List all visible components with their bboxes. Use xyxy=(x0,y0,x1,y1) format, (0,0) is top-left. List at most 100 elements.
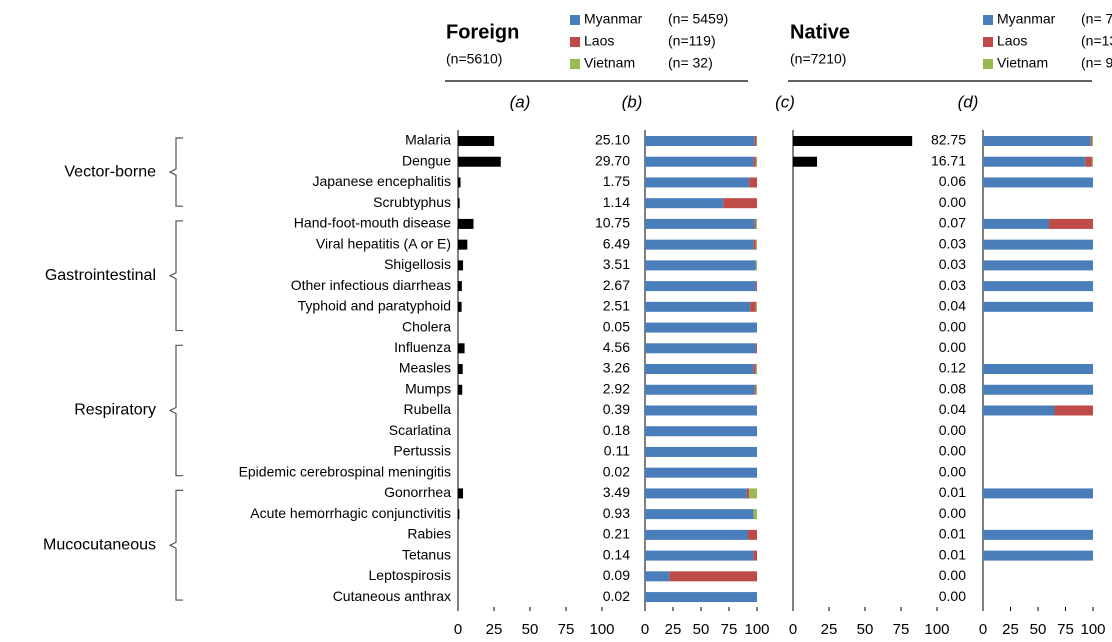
population-title: Native xyxy=(790,21,850,43)
bar-segment xyxy=(753,364,756,375)
bar-segment xyxy=(645,177,750,188)
bar xyxy=(458,343,465,354)
x-tick-label: 75 xyxy=(721,621,738,638)
category-label: Measles xyxy=(399,360,451,376)
bar-segment xyxy=(1085,156,1092,167)
x-tick-label: 100 xyxy=(924,621,949,638)
x-tick-label: 0 xyxy=(789,621,797,638)
category-label: Cutaneous anthrax xyxy=(333,588,451,604)
bar-segment xyxy=(983,281,1093,292)
bar xyxy=(458,405,459,416)
x-tick-label: 75 xyxy=(893,621,910,638)
panel-label: (d) xyxy=(958,92,979,111)
group-bracket xyxy=(168,220,183,332)
category-label: Malaria xyxy=(405,132,451,148)
category-label: Leptospirosis xyxy=(369,567,452,583)
value-label: 0.21 xyxy=(603,526,630,542)
category-label: Acute hemorrhagic conjunctivitis xyxy=(250,505,451,521)
bar-segment xyxy=(755,260,757,271)
bar-segment xyxy=(645,571,670,582)
bar xyxy=(458,198,460,209)
category-label: Rabies xyxy=(407,526,451,542)
legend-swatch xyxy=(570,59,580,69)
group-bracket xyxy=(168,489,183,601)
bar-segment xyxy=(753,239,756,250)
value-label: 0.14 xyxy=(603,546,630,562)
bar-segment xyxy=(645,260,756,271)
bar-segment xyxy=(983,260,1093,271)
category-label: Viral hepatitis (A or E) xyxy=(316,235,451,251)
x-tick-label: 25 xyxy=(821,621,838,638)
value-label: 10.75 xyxy=(595,215,630,231)
panel-label: (b) xyxy=(622,92,643,111)
category-label: Cholera xyxy=(402,318,451,334)
category-label: Other infectious diarrheas xyxy=(291,277,451,293)
value-label: 0.07 xyxy=(939,215,966,231)
legend-swatch xyxy=(983,15,993,25)
legend-swatch xyxy=(570,15,580,25)
bar-segment xyxy=(645,218,755,229)
bar-segment xyxy=(753,156,756,167)
category-label: Hand-foot-mouth disease xyxy=(294,215,451,231)
bar-segment xyxy=(669,571,757,582)
bar xyxy=(458,218,474,229)
x-tick-label: 50 xyxy=(693,621,710,638)
value-label: 82.75 xyxy=(931,132,966,148)
x-tick-label: 75 xyxy=(558,621,575,638)
legend-count: (n= 5459) xyxy=(668,11,728,27)
value-label: 3.26 xyxy=(603,360,630,376)
value-label: 0.00 xyxy=(939,463,966,479)
legend-label: Laos xyxy=(584,33,614,49)
population-title: Foreign xyxy=(446,21,519,43)
value-label: 0.39 xyxy=(603,401,630,417)
legend-label: Vietnam xyxy=(584,55,635,71)
x-tick-label: 75 xyxy=(1057,621,1074,638)
bar-segment xyxy=(755,239,757,250)
x-tick-label: 25 xyxy=(665,621,682,638)
group-bracket xyxy=(168,344,183,477)
value-label: 0.12 xyxy=(939,360,966,376)
value-label: 1.75 xyxy=(603,173,630,189)
category-label: Scarlatina xyxy=(389,422,451,438)
bar-segment xyxy=(1091,136,1093,146)
category-label: Rubella xyxy=(404,401,452,417)
legend-count: (n= 32) xyxy=(668,55,713,71)
bar-segment xyxy=(983,239,1093,250)
x-tick-label: 0 xyxy=(979,621,987,638)
bar-segment xyxy=(983,301,1093,312)
bar-segment xyxy=(983,550,1093,561)
bar-segment xyxy=(983,405,1055,416)
bar-segment xyxy=(983,156,1086,167)
category-label: Dengue xyxy=(402,152,451,168)
value-label: 1.14 xyxy=(603,194,630,210)
category-label: Scrubtyphus xyxy=(373,194,451,210)
value-label: 0.00 xyxy=(939,194,966,210)
category-label: Epidemic cerebrospinal meningitis xyxy=(239,463,451,479)
legend-swatch xyxy=(570,37,580,47)
value-label: 0.18 xyxy=(603,422,630,438)
legend-count: (n=139) xyxy=(1081,33,1112,49)
bar xyxy=(793,156,818,167)
x-tick-label: 25 xyxy=(486,621,503,638)
value-label: 0.03 xyxy=(939,235,966,251)
bar-segment xyxy=(748,529,757,540)
value-label: 0.02 xyxy=(603,588,630,604)
bar-segment xyxy=(645,529,749,540)
group-bracket xyxy=(168,137,183,207)
category-label: Influenza xyxy=(394,339,451,355)
value-label: 0.00 xyxy=(939,318,966,334)
bar xyxy=(458,488,464,499)
value-label: 0.00 xyxy=(939,443,966,459)
value-label: 0.04 xyxy=(939,298,966,314)
bar-segment xyxy=(754,218,756,229)
bar-segment xyxy=(645,509,754,520)
bar xyxy=(458,364,463,375)
x-tick-label: 50 xyxy=(857,621,874,638)
value-label: 0.11 xyxy=(604,443,630,459)
value-label: 0.03 xyxy=(939,277,966,293)
bar-segment xyxy=(755,301,757,312)
legend-count: (n= 7062) xyxy=(1081,11,1112,27)
value-label: 0.00 xyxy=(939,567,966,583)
category-label: Pertussis xyxy=(393,443,451,459)
bar-segment xyxy=(983,488,1093,499)
